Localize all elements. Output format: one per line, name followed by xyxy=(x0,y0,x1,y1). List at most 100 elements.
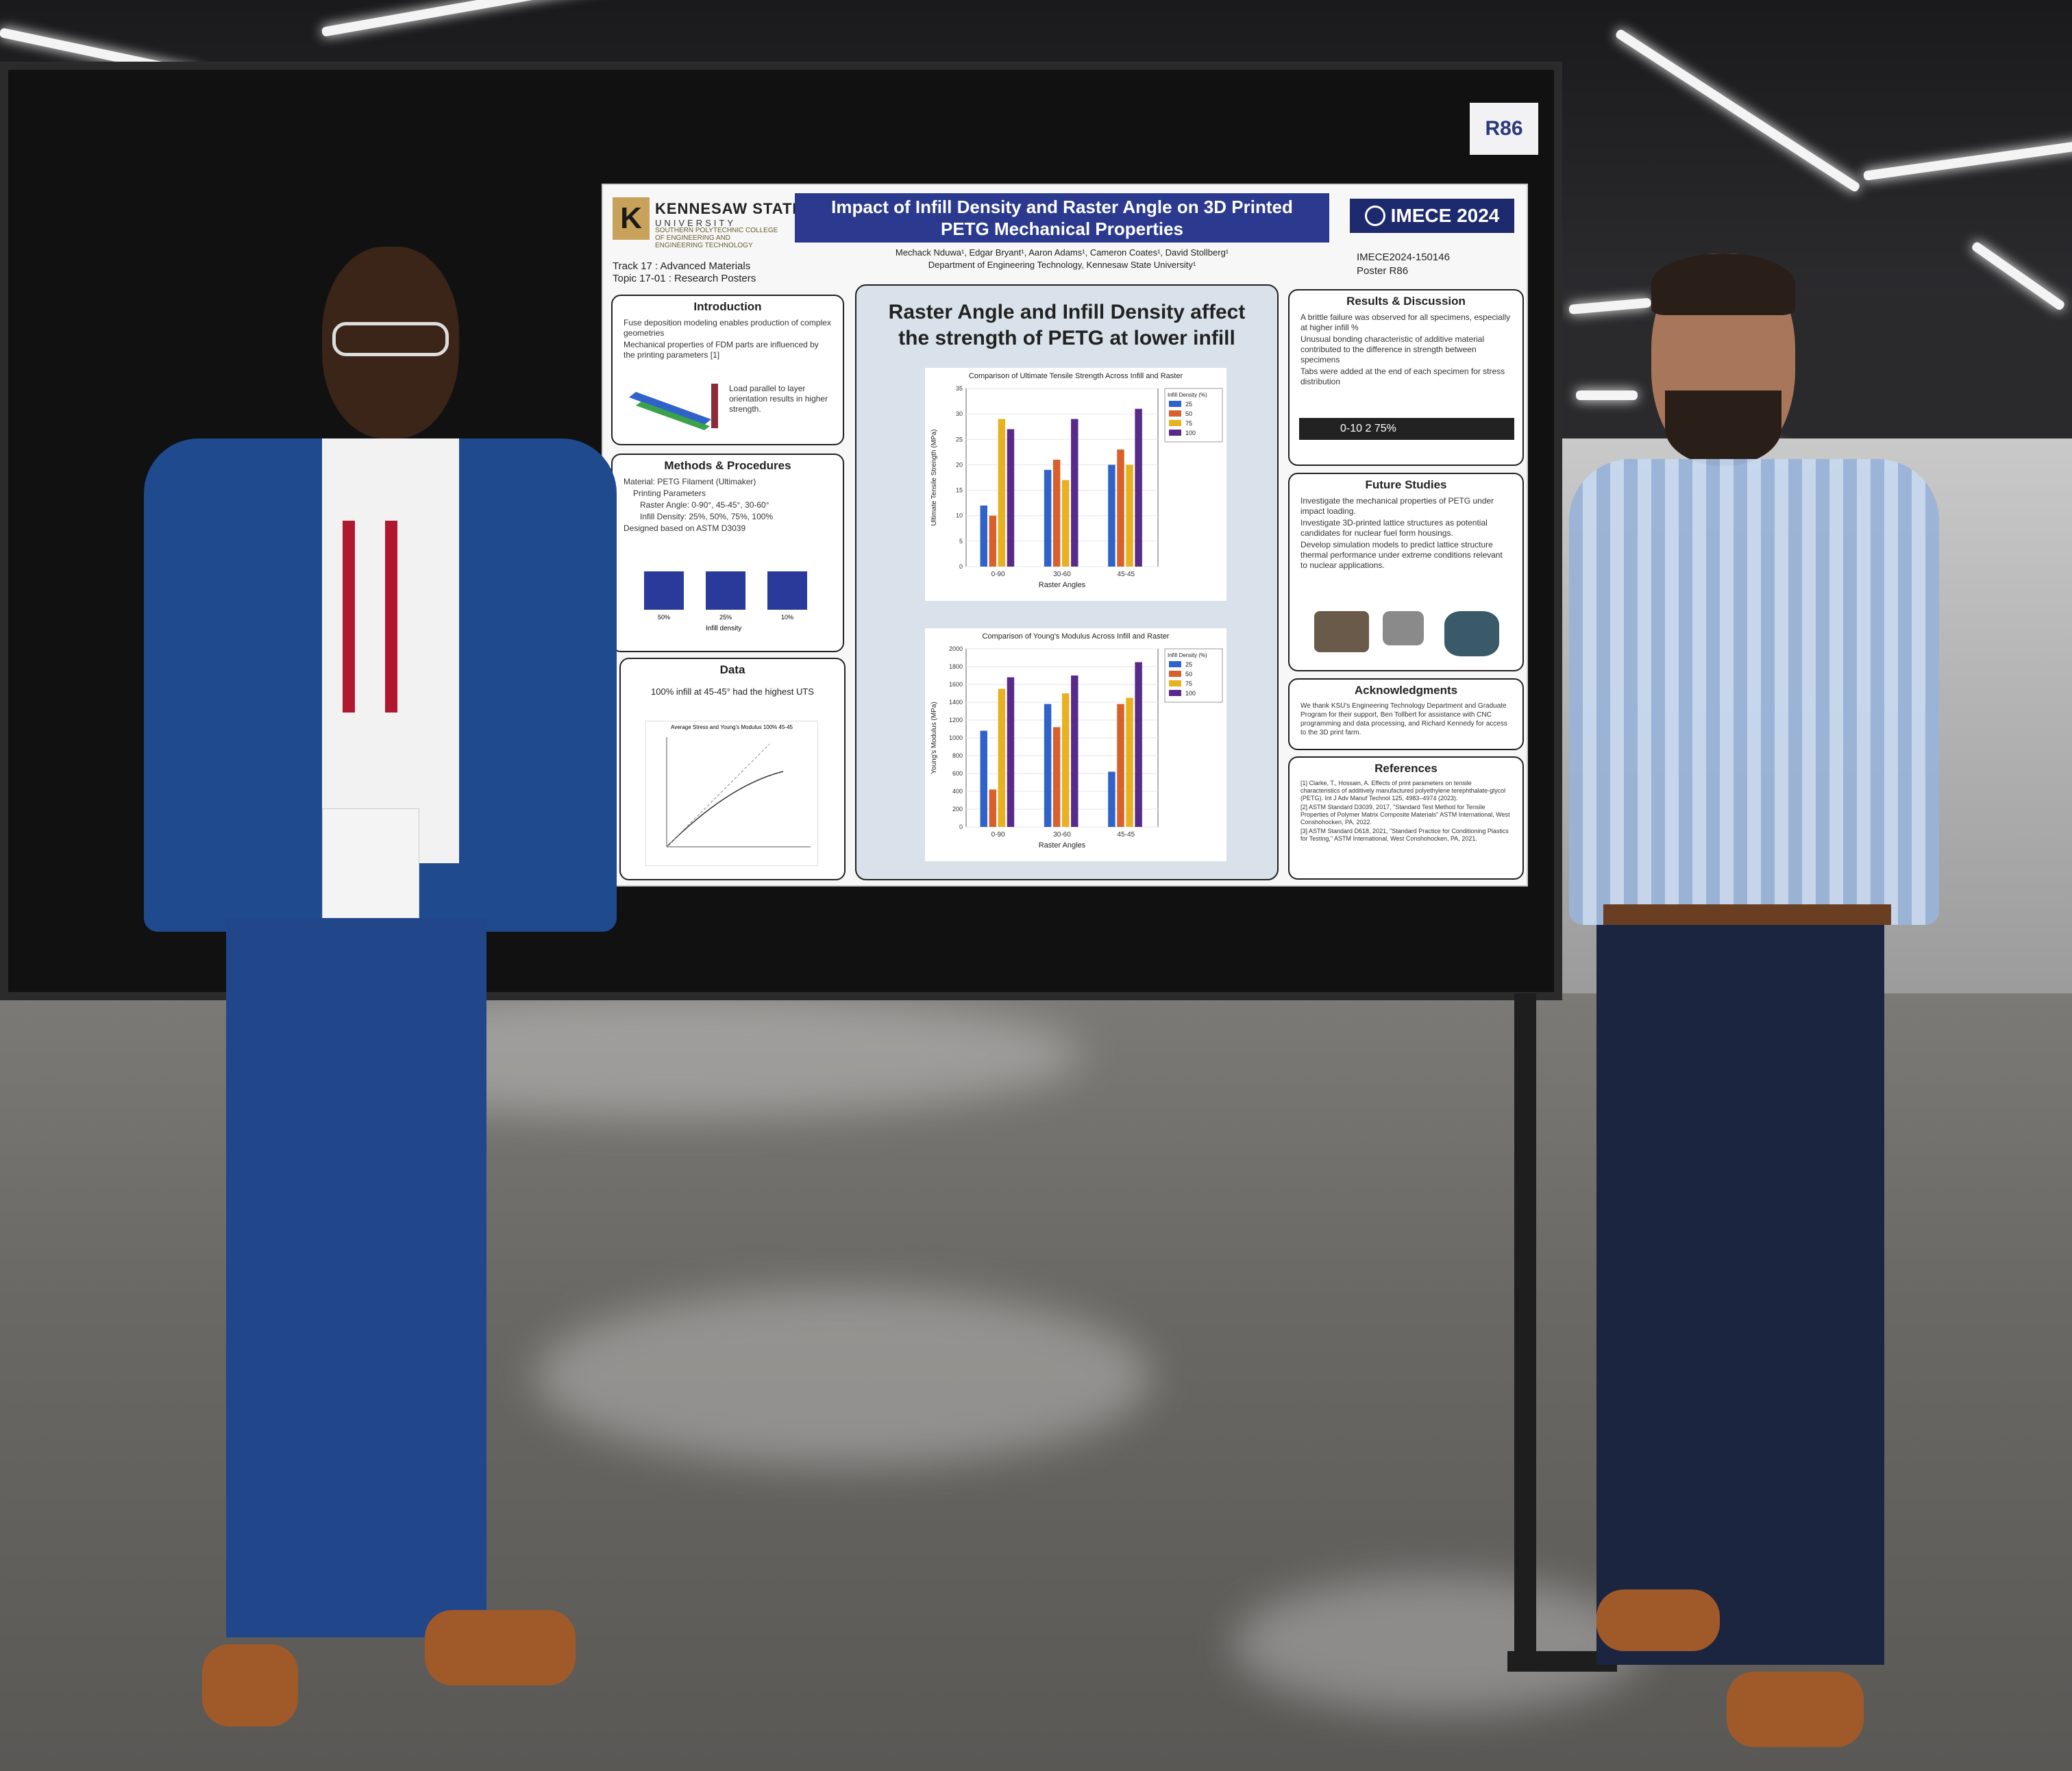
modulus-chart-title: Comparison of Young's Modulus Across Inf… xyxy=(982,632,1170,641)
y-tick-label: 25 xyxy=(956,436,963,443)
y-tick-label: 0 xyxy=(959,823,963,830)
future-heading: Future Studies xyxy=(1365,478,1447,491)
y-tick-label: 5 xyxy=(959,538,963,545)
x-tick-label: 45-45 xyxy=(1118,571,1135,578)
swatch-label: 10% xyxy=(781,614,794,621)
y-axis-label: Ultimate Tensile Strength (MPa) xyxy=(930,430,938,526)
introduction-panel: Introduction Fuse deposition modeling en… xyxy=(611,295,844,445)
y-tick-label: 1600 xyxy=(949,681,963,688)
bar xyxy=(1108,465,1115,567)
left-shoe xyxy=(1596,1589,1720,1651)
ack-heading: Acknowledgments xyxy=(1354,684,1458,697)
hair xyxy=(1651,253,1795,315)
legend-title: Infill Density (%) xyxy=(1168,652,1207,658)
presenter-right xyxy=(1562,253,1946,1771)
board-leg xyxy=(1514,993,1536,1665)
y-tick-label: 600 xyxy=(952,770,963,777)
data-summary: 100% infill at 45-45° had the highest UT… xyxy=(651,686,814,697)
globe-icon xyxy=(1364,206,1385,226)
left-shoe xyxy=(202,1644,298,1726)
bar xyxy=(989,789,997,827)
y-tick-label: 800 xyxy=(952,752,963,759)
bar xyxy=(1071,676,1078,827)
y-tick-label: 15 xyxy=(956,487,963,494)
methods-heading: Methods & Procedures xyxy=(664,459,791,472)
references-panel: References [1] Clarke, T., Hossain, A. E… xyxy=(1288,756,1524,880)
y-tick-label: 30 xyxy=(956,410,963,417)
bar xyxy=(1117,449,1124,567)
legend-swatch xyxy=(1169,661,1181,667)
bar xyxy=(1117,704,1124,827)
y-tick-label: 0 xyxy=(959,563,963,570)
x-axis-label: Raster Angles xyxy=(1039,581,1086,589)
legend-title: Infill Density (%) xyxy=(1168,392,1207,398)
college-name: UNIVERSITY SOUTHERN POLYTECHNIC COLLEGE … xyxy=(655,218,778,249)
introduction-text: Fuse deposition modeling enables product… xyxy=(624,318,831,360)
bar xyxy=(1044,469,1052,567)
stress-strain-plot-title: Average Stress and Young's Modulus 100% … xyxy=(671,724,793,730)
bar xyxy=(980,730,987,827)
legend-label: 25 xyxy=(1185,401,1192,408)
y-tick-label: 1400 xyxy=(949,699,963,706)
refs-text: [1] Clarke, T., Hossain, A. Effects of p… xyxy=(1300,780,1510,842)
modulus-bar-chart: Comparison of Young's Modulus Across Inf… xyxy=(925,628,1226,861)
introduction-note: Load parallel to layer orientation resul… xyxy=(729,384,828,414)
blue-suit-pants xyxy=(226,918,486,1637)
bar xyxy=(1071,419,1078,567)
uts-bar-chart: Comparison of Ultimate Tensile Strength … xyxy=(925,368,1226,601)
methods-panel: Methods & Procedures Material: PETG Fila… xyxy=(611,454,844,652)
legend-swatch xyxy=(1169,690,1181,696)
y-tick-label: 1800 xyxy=(949,663,963,670)
right-shoe xyxy=(1727,1672,1864,1747)
navy-pants xyxy=(1596,925,1884,1665)
lattice-images xyxy=(1314,611,1506,659)
bar xyxy=(998,419,1006,567)
ksu-logo: K KENNESAW STATE UNIVERSITY SOUTHERN POL… xyxy=(613,197,802,249)
key-finding-headline: Raster Angle and Infill Density affect t… xyxy=(888,301,1246,349)
bar xyxy=(1007,677,1015,827)
bar xyxy=(1062,480,1070,567)
swatch-label: 50% xyxy=(658,614,671,621)
results-heading: Results & Discussion xyxy=(1346,295,1466,308)
bar xyxy=(998,689,1006,827)
stress-strain-curve xyxy=(666,737,811,847)
y-tick-label: 1200 xyxy=(949,717,963,723)
legend-swatch xyxy=(1169,430,1181,436)
plaid-shirt xyxy=(1569,459,1939,925)
presenter-left xyxy=(137,247,617,1771)
lattice-image xyxy=(1383,611,1424,645)
y-tick-label: 400 xyxy=(952,788,963,795)
legend-swatch xyxy=(1169,671,1181,677)
y-tick-label: 1000 xyxy=(949,734,963,741)
legend-label: 100 xyxy=(1185,690,1196,697)
track-info: Track 17 : Advanced Materials Topic 17-0… xyxy=(613,260,756,284)
x-tick-label: 45-45 xyxy=(1118,831,1135,839)
lanyard xyxy=(343,521,397,713)
key-findings-panel: Raster Angle and Infill Density affect t… xyxy=(855,284,1279,880)
infill-swatches: 50% 25% 10% Infill density xyxy=(644,571,809,633)
author-list: Mechack Nduwa¹, Edgar Bryant¹, Aaron Ada… xyxy=(895,247,1229,270)
uts-chart-svg: 0 5 10 15 20 25 30 35 0-90 30-60 45-45 Raster Angle… xyxy=(930,385,1223,589)
bar xyxy=(1052,727,1061,827)
legend-swatch xyxy=(1169,420,1181,426)
bar xyxy=(1108,771,1115,827)
bar xyxy=(1062,693,1070,827)
ceiling-light xyxy=(1576,391,1638,400)
lattice-image xyxy=(1444,611,1499,656)
bar xyxy=(1126,697,1133,827)
bar xyxy=(989,515,997,567)
swatch-caption: Infill density xyxy=(706,625,742,632)
infill-swatch xyxy=(767,571,807,610)
y-tick-label: 35 xyxy=(956,385,963,392)
specimen-photo: 0-10 2 75% xyxy=(1299,418,1514,440)
y-tick-label: 20 xyxy=(956,461,963,468)
legend-label: 25 xyxy=(1185,661,1192,668)
legend-swatch xyxy=(1169,680,1181,686)
conference-logo: IMECE 2024 xyxy=(1350,199,1514,233)
methods-text: Material: PETG Filament (Ultimaker) Prin… xyxy=(624,477,774,533)
infill-swatch xyxy=(706,571,745,610)
data-heading: Data xyxy=(719,663,745,676)
poster-title: Impact of Infill Density and Raster Angl… xyxy=(795,193,1329,243)
y-tick-label: 2000 xyxy=(949,645,963,652)
